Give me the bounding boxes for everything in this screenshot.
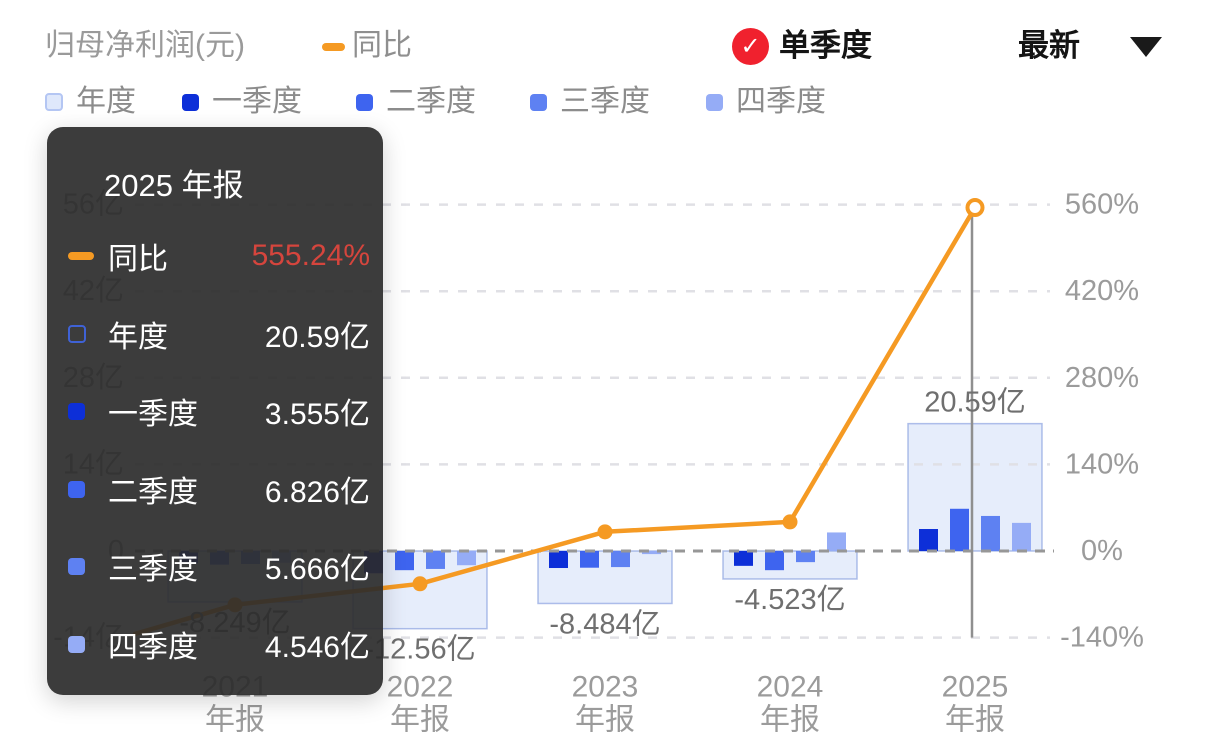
latest-dropdown-label[interactable]: 最新	[1018, 28, 1080, 63]
q1-swatch-icon	[68, 402, 108, 420]
tooltip-row-q4: 四季度 4.546亿	[68, 623, 370, 665]
data-tooltip: 2025 年报 同比 555.24% 年度 20.59亿 一季度 3.555亿 …	[47, 127, 383, 695]
right-tick--140%: -140%	[1060, 622, 1144, 654]
annual-swatch-icon	[45, 93, 63, 111]
q1-bar-2023[interactable]	[549, 551, 568, 569]
right-tick-560%: 560%	[1065, 189, 1139, 221]
q3-bar-2024[interactable]	[796, 551, 815, 563]
q2-swatch-icon	[68, 480, 108, 498]
right-tick-0%: 0%	[1081, 535, 1123, 567]
q4-bar-2025[interactable]	[1012, 522, 1031, 551]
single-quarter-toggle[interactable]: ✓ 单季度	[732, 26, 872, 66]
yoy-point-2024[interactable]	[782, 514, 798, 530]
legend-item-q2[interactable]: 二季度	[356, 86, 476, 118]
tooltip-row-q3: 三季度 5.666亿	[68, 545, 370, 587]
yoy-dash-icon	[68, 252, 108, 260]
q1-bar-2025[interactable]	[919, 529, 938, 551]
q4-swatch-icon	[68, 635, 108, 653]
legend-item-annual[interactable]: 年度	[45, 86, 136, 118]
chart-title: 归母净利润(元)	[45, 29, 245, 62]
yoy-value: 555.24%	[251, 239, 370, 272]
triangle-down-icon[interactable]	[1130, 37, 1162, 57]
q3-value: 5.666亿	[264, 553, 370, 586]
tooltip-title: 2025 年报	[104, 168, 244, 203]
tooltip-row-q1: 一季度 3.555亿	[68, 390, 370, 432]
legend-item-q4[interactable]: 四季度	[706, 86, 826, 118]
q3-bar-2023[interactable]	[611, 551, 630, 568]
right-tick-140%: 140%	[1065, 448, 1139, 480]
annual-swatch-icon	[68, 325, 108, 343]
q4-value: 4.546亿	[264, 631, 370, 664]
q3-bar-2025[interactable]	[981, 515, 1000, 551]
value-label-2023: -8.484亿	[549, 607, 660, 640]
x-label-report-2024: 年报	[760, 704, 820, 737]
legend-item-q3[interactable]: 三季度	[530, 86, 650, 118]
chart-header: 归母净利润(元) 同比 ✓ 单季度 最新	[0, 26, 1206, 66]
q2-bar-2025[interactable]	[950, 508, 969, 551]
x-label-report-2021: 年报	[205, 704, 265, 737]
yoy-point-2025-highlighted[interactable]	[965, 198, 985, 218]
q4-bar-2022[interactable]	[457, 551, 476, 566]
legend-label: 一季度	[212, 85, 302, 118]
q4-swatch-icon	[706, 93, 723, 111]
legend-label: 三季度	[560, 85, 650, 118]
tooltip-row-annual: 年度 20.59亿	[68, 313, 370, 355]
tooltip-row-q2: 二季度 6.826亿	[68, 468, 370, 510]
yoy-point-2023[interactable]	[597, 524, 613, 540]
q3-bar-2022[interactable]	[426, 551, 445, 569]
q3-swatch-icon	[530, 93, 547, 111]
yoy-line-legend-icon	[322, 43, 345, 51]
single-quarter-label: 单季度	[779, 28, 872, 63]
right-tick-280%: 280%	[1065, 362, 1139, 394]
value-label-2024: -4.523亿	[734, 583, 845, 616]
q2-bar-2024[interactable]	[765, 551, 784, 571]
x-label-year-2023: 2023	[572, 671, 639, 704]
legend-label: 二季度	[386, 85, 476, 118]
x-label-year-2022: 2022	[387, 671, 454, 704]
q2-bar-2023[interactable]	[580, 551, 599, 568]
right-tick-420%: 420%	[1065, 275, 1139, 307]
check-circle-icon: ✓	[732, 27, 769, 65]
q2-value: 6.826亿	[264, 476, 370, 509]
legend-label: 年度	[76, 85, 136, 118]
q1-swatch-icon	[182, 93, 199, 111]
tooltip-row-yoy: 同比 555.24%	[68, 235, 370, 277]
q4-bar-2023[interactable]	[642, 551, 661, 555]
q1-value: 3.555亿	[264, 398, 370, 431]
yoy-point-2022[interactable]	[412, 576, 428, 592]
x-label-report-2023: 年报	[575, 704, 635, 737]
annual-value: 20.59亿	[264, 321, 370, 354]
x-label-year-2024: 2024	[757, 671, 824, 704]
x-label-year-2025: 2025	[942, 671, 1009, 704]
yoy-legend-label: 同比	[352, 29, 412, 62]
x-label-report-2022: 年报	[390, 704, 450, 737]
value-label-2025: 20.59亿	[924, 386, 1026, 419]
q2-swatch-icon	[356, 93, 373, 111]
legend-label: 四季度	[736, 85, 826, 118]
legend-item-q1[interactable]: 一季度	[182, 86, 302, 118]
q1-bar-2024[interactable]	[734, 551, 753, 566]
series-legend: 年度 一季度 二季度 三季度 四季度	[0, 86, 1206, 118]
x-label-report-2025: 年报	[945, 704, 1005, 737]
q3-swatch-icon	[68, 557, 108, 575]
q2-bar-2022[interactable]	[395, 551, 414, 571]
q4-bar-2024[interactable]	[827, 532, 846, 551]
